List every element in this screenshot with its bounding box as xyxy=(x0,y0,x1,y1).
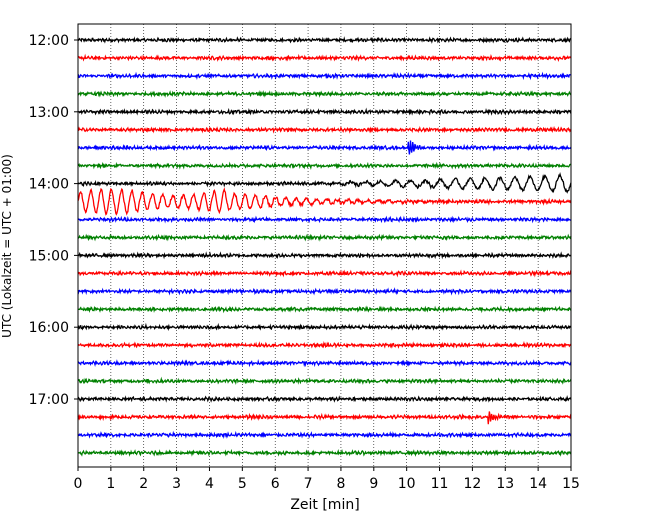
trace-1330 xyxy=(77,140,572,155)
trace-1530 xyxy=(77,287,572,296)
x-tick-label: 14 xyxy=(529,476,547,492)
trace-1630 xyxy=(77,358,572,368)
x-tick-label: 3 xyxy=(172,476,181,492)
trace-1415 xyxy=(77,187,572,216)
x-tick-label: 9 xyxy=(369,476,378,492)
trace-1745 xyxy=(77,448,572,457)
x-tick-label: 13 xyxy=(496,476,514,492)
trace-1445 xyxy=(77,233,572,242)
x-tick-label: 5 xyxy=(238,476,247,492)
trace-1615 xyxy=(77,340,572,349)
trace-1545 xyxy=(77,305,572,314)
y-tick-label: 14:00 xyxy=(29,177,69,193)
y-tick-label: 13:00 xyxy=(29,105,69,121)
x-tick-label: 4 xyxy=(205,476,214,492)
x-tick-label: 12 xyxy=(463,476,481,492)
trace-1430 xyxy=(77,215,572,224)
x-axis-label: Zeit [min] xyxy=(290,497,359,513)
y-axis-ticks: 12:00 13:00 14:00 15:00 16:00 17:00 xyxy=(29,33,78,408)
y-tick-label: 12:00 xyxy=(29,33,69,49)
trace-1600 xyxy=(77,322,572,332)
trace-1500 xyxy=(77,251,572,260)
traces xyxy=(77,36,572,457)
trace-1300 xyxy=(77,107,572,116)
trace-1700 xyxy=(77,395,572,403)
y-axis-label: UTC (Lokalzeit = UTC + 01:00) xyxy=(0,154,14,338)
x-tick-label: 8 xyxy=(336,476,345,492)
trace-1715 xyxy=(77,411,572,425)
y-tick-label: 17:00 xyxy=(29,392,69,408)
vertical-grid xyxy=(110,24,539,467)
plot-frame xyxy=(77,23,572,468)
trace-1400 xyxy=(77,172,572,194)
trace-1345 xyxy=(77,161,572,170)
trace-1230 xyxy=(77,71,572,81)
x-tick-label: 10 xyxy=(398,476,416,492)
x-tick-label: 0 xyxy=(74,476,83,492)
x-tick-label: 15 xyxy=(562,476,580,492)
y-tick-label: 15:00 xyxy=(29,248,69,264)
x-tick-label: 2 xyxy=(139,476,148,492)
x-axis-ticks: 0 1 2 3 4 5 6 7 8 9 10 11 12 13 14 15 xyxy=(74,467,580,492)
x-tick-label: 7 xyxy=(304,476,313,492)
x-tick-label: 1 xyxy=(106,476,115,492)
trace-1645 xyxy=(77,376,572,385)
trace-1215 xyxy=(77,53,572,62)
trace-1515 xyxy=(77,269,572,278)
trace-1730 xyxy=(77,430,572,440)
x-tick-label: 6 xyxy=(271,476,280,492)
x-tick-label: 11 xyxy=(431,476,449,492)
y-tick-label: 16:00 xyxy=(29,320,69,336)
trace-1245 xyxy=(77,89,572,98)
trace-1315 xyxy=(77,125,572,134)
trace-1200 xyxy=(77,36,572,44)
